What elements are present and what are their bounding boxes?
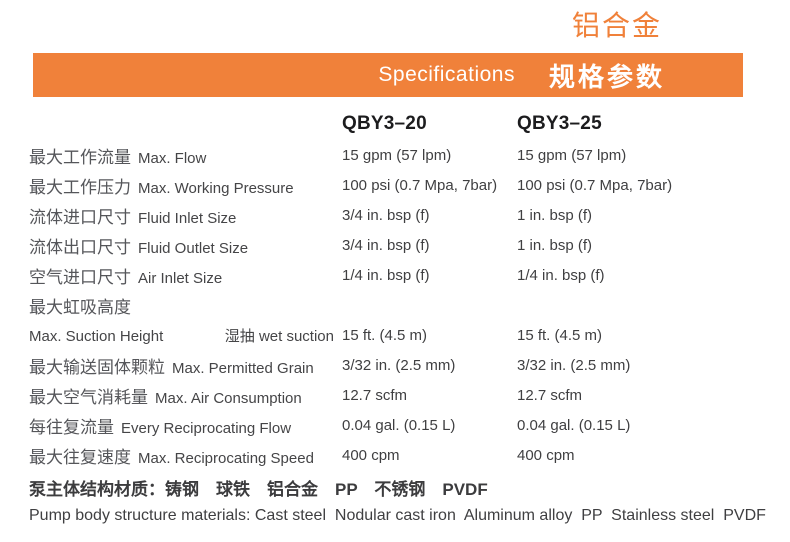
spec-sheet-page: 铝合金 Specifications 规格参数 QBY3–20 QBY3–25 … (0, 7, 790, 542)
row-label-zh: 流体出口尺寸 (29, 237, 131, 257)
spec-table: QBY3–20 QBY3–25 最大工作流量 Max. Flow 15 gpm … (0, 111, 790, 470)
row-label-zh: 最大工作压力 (29, 177, 131, 197)
page-title-material: 铝合金 (571, 10, 662, 41)
row-value-col1: 1/4 in. bsp (f) (342, 266, 430, 284)
row-label-zh: 最大往复速度 (29, 447, 131, 467)
row-value-col2: 15 ft. (4.5 m) (517, 326, 603, 344)
materials-line-en: Pump body structure materials: Cast stee… (29, 507, 766, 524)
row-value-col1: 15 ft. (4.5 m) (342, 326, 428, 344)
table-row-max-working-pressure: 最大工作压力 Max. Working Pressure 100 psi (0.… (0, 170, 790, 200)
row-label-en: Max. Working Pressure (138, 179, 294, 197)
table-row-every-reciprocating-flow: 每往复流量 Every Reciprocating Flow 0.04 gal.… (0, 410, 790, 440)
table-row-max-flow: 最大工作流量 Max. Flow 15 gpm (57 lpm) 15 gpm … (0, 140, 790, 170)
specifications-banner: Specifications 规格参数 (33, 53, 743, 97)
row-sublabel-wet-suction: 湿抽 wet suction (224, 327, 334, 345)
row-value-col1: 3/4 in. bsp (f) (342, 206, 430, 224)
row-label-zh: 每往复流量 (29, 417, 114, 437)
row-label-en: Max. Flow (138, 149, 207, 167)
row-value-col2: 15 gpm (57 lpm) (517, 146, 627, 164)
table-row-max-air-consumption: 最大空气消耗量 Max. Air Consumption 12.7 scfm 1… (0, 380, 790, 410)
row-label-zh: 最大工作流量 (29, 147, 131, 167)
row-label-en: Every Reciprocating Flow (121, 419, 292, 437)
row-label-zh: 空气进口尺寸 (29, 267, 131, 287)
row-value-col2: 3/32 in. (2.5 mm) (517, 356, 631, 374)
row-label-en: Fluid Inlet Size (138, 209, 237, 227)
row-value-col1: 0.04 gal. (0.15 L) (342, 416, 456, 434)
table-row-fluid-inlet-size: 流体进口尺寸 Fluid Inlet Size 3/4 in. bsp (f) … (0, 200, 790, 230)
row-label-en: Max. Permitted Grain (172, 359, 314, 377)
row-value-col2: 400 cpm (517, 446, 575, 464)
row-label-en: Fluid Outlet Size (138, 239, 249, 257)
row-label-en: Air Inlet Size (138, 269, 223, 287)
banner-title-en: Specifications (378, 63, 515, 86)
table-row-max-suction-height: Max. Suction Height 湿抽 wet suction 15 ft… (0, 320, 790, 350)
table-header-row: QBY3–20 QBY3–25 (0, 111, 790, 137)
row-value-col1: 3/4 in. bsp (f) (342, 236, 430, 254)
row-value-col1: 3/32 in. (2.5 mm) (342, 356, 456, 374)
column-header-qby3-20: QBY3–20 (342, 113, 427, 134)
banner-title-zh: 规格参数 (548, 61, 665, 92)
table-row-max-siphon-height-zh: 最大虹吸高度 (0, 290, 790, 320)
materials-line-zh: 泵主体结构材质：铸钢 球铁 铝合金 PP 不锈钢 PVDF (29, 479, 488, 499)
row-label-zh: 最大虹吸高度 (29, 297, 131, 317)
table-row-air-inlet-size: 空气进口尺寸 Air Inlet Size 1/4 in. bsp (f) 1/… (0, 260, 790, 290)
row-value-col2: 12.7 scfm (517, 386, 583, 404)
row-label-en: Max. Air Consumption (155, 389, 302, 407)
row-value-col1: 400 cpm (342, 446, 400, 464)
table-row-max-permitted-grain: 最大输送固体颗粒 Max. Permitted Grain 3/32 in. (… (0, 350, 790, 380)
row-value-col2: 100 psi (0.7 Mpa, 7bar) (517, 176, 673, 194)
row-label-en: Max. Reciprocating Speed (138, 449, 314, 467)
row-value-col2: 0.04 gal. (0.15 L) (517, 416, 631, 434)
row-label-zh: 最大输送固体颗粒 (29, 357, 165, 377)
row-value-col2: 1 in. bsp (f) (517, 236, 593, 254)
row-value-col1: 12.7 scfm (342, 386, 408, 404)
row-label-zh: 最大空气消耗量 (29, 387, 148, 407)
row-value-col1: 15 gpm (57 lpm) (342, 146, 452, 164)
row-value-col2: 1/4 in. bsp (f) (517, 266, 605, 284)
row-value-col2: 1 in. bsp (f) (517, 206, 593, 224)
table-row-max-reciprocating-speed: 最大往复速度 Max. Reciprocating Speed 400 cpm … (0, 440, 790, 470)
column-header-qby3-25: QBY3–25 (517, 113, 602, 134)
row-label-zh: 流体进口尺寸 (29, 207, 131, 227)
row-value-col1: 100 psi (0.7 Mpa, 7bar) (342, 176, 498, 194)
row-label-en: Max. Suction Height (29, 327, 164, 345)
table-row-fluid-outlet-size: 流体出口尺寸 Fluid Outlet Size 3/4 in. bsp (f)… (0, 230, 790, 260)
